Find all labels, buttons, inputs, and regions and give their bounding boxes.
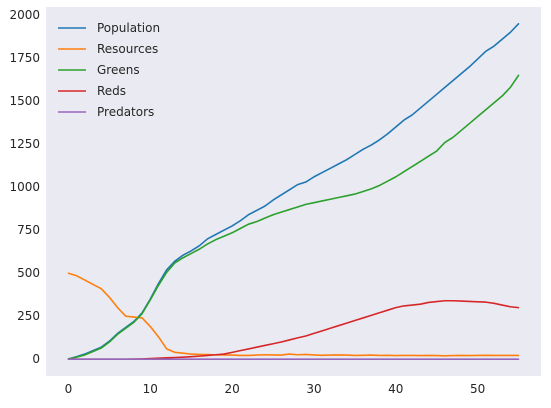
x-axis: 0 10 20 30 40 50: [65, 382, 486, 396]
x-tick-label: 50: [470, 382, 485, 396]
series-line-resources: [67, 272, 520, 357]
y-axis: 0 250 500 750 1000 1250 1500 1750 2000: [9, 8, 40, 366]
y-tick-label: 1750: [9, 51, 40, 65]
y-tick-label: 1500: [9, 94, 40, 108]
y-tick-label: 0: [32, 352, 40, 366]
legend-label-reds: Reds: [97, 84, 126, 98]
legend-label-greens: Greens: [97, 63, 140, 77]
legend-label-population: Population: [97, 21, 160, 35]
x-tick-label: 30: [306, 382, 321, 396]
y-tick-label: 500: [17, 266, 40, 280]
x-tick-label: 10: [143, 382, 158, 396]
x-tick-label: 0: [65, 382, 73, 396]
series-lines: [67, 22, 520, 361]
series-line-greens: [67, 74, 520, 360]
x-tick-label: 20: [224, 382, 239, 396]
y-tick-label: 2000: [9, 8, 40, 22]
y-tick-label: 750: [17, 223, 40, 237]
legend-label-predators: Predators: [97, 105, 154, 119]
plot-area: [46, 7, 541, 376]
legend: Population Resources Greens Reds Predators: [58, 21, 160, 119]
y-tick-label: 1000: [9, 180, 40, 194]
legend-label-resources: Resources: [97, 42, 158, 56]
y-tick-label: 250: [17, 309, 40, 323]
x-tick-label: 40: [388, 382, 403, 396]
y-tick-label: 1250: [9, 137, 40, 151]
